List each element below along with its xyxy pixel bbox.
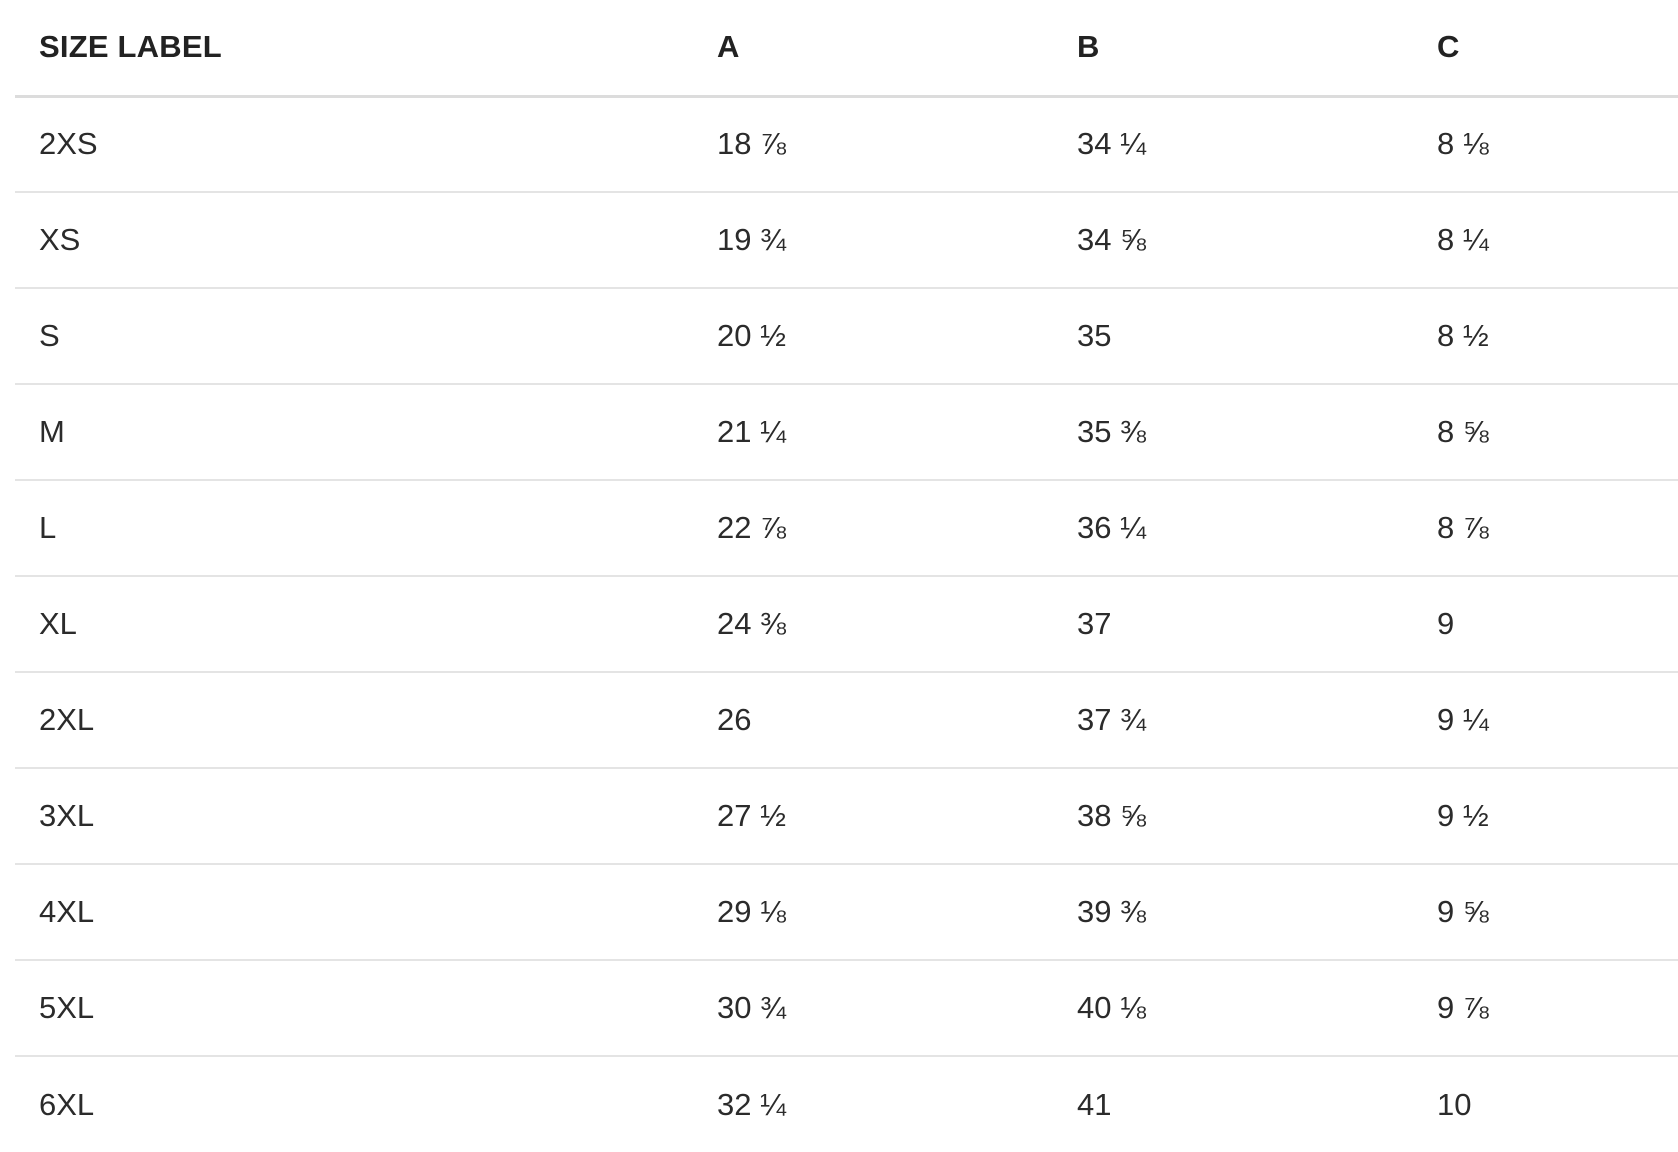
cell-b: 34 ¼ xyxy=(1053,96,1413,193)
cell-size-label: 3XL xyxy=(15,768,693,865)
cell-a: 18 ⅞ xyxy=(693,96,1053,193)
cell-b: 35 ⅜ xyxy=(1053,384,1413,481)
size-chart-table: SIZE LABEL A B C 2XS 18 ⅞ 34 ¼ 8 ⅛ XS 19… xyxy=(15,0,1678,1152)
table-row: 2XS 18 ⅞ 34 ¼ 8 ⅛ xyxy=(15,96,1678,193)
cell-b: 40 ⅛ xyxy=(1053,960,1413,1057)
header-c: C xyxy=(1413,0,1678,98)
cell-size-label: 6XL xyxy=(39,1086,95,1122)
cell-c: 8 ⅞ xyxy=(1413,480,1678,577)
cell-a: 20 ½ xyxy=(693,288,1053,385)
cell-b: 39 ⅜ xyxy=(1053,864,1413,961)
cell-b: 34 ⅝ xyxy=(1053,192,1413,289)
cell-c: 10 xyxy=(1437,1086,1472,1122)
cell-b: 35 xyxy=(1053,288,1413,385)
cell-a: 22 ⅞ xyxy=(693,480,1053,577)
cell-c: 8 ⅝ xyxy=(1413,384,1678,481)
header-b: B xyxy=(1053,0,1413,98)
cell-c: 9 ⅞ xyxy=(1413,960,1678,1057)
cell-a: 24 ⅜ xyxy=(693,576,1053,673)
cell-b: 37 xyxy=(1053,576,1413,673)
cell-b: 38 ⅝ xyxy=(1053,768,1413,865)
cell-a: 21 ¼ xyxy=(693,384,1053,481)
cell-c: 8 ½ xyxy=(1413,288,1678,385)
table-row: S 20 ½ 35 8 ½ xyxy=(15,288,1678,385)
cell-c: 9 ¼ xyxy=(1413,672,1678,769)
cell-size-label: S xyxy=(15,288,693,385)
cell-a: 30 ¾ xyxy=(693,960,1053,1057)
cell-c: 9 xyxy=(1413,576,1678,673)
cell-size-label: 2XL xyxy=(15,672,693,769)
cell-size-label: XL xyxy=(15,576,693,673)
cell-b: 37 ¾ xyxy=(1053,672,1413,769)
table-row: 4XL 29 ⅛ 39 ⅜ 9 ⅝ xyxy=(15,864,1678,961)
cell-a: 26 xyxy=(693,672,1053,769)
cell-a: 32 ¼ xyxy=(717,1086,786,1122)
cell-size-label: M xyxy=(15,384,693,481)
cell-size-label: 5XL xyxy=(15,960,693,1057)
cell-b: 36 ¼ xyxy=(1053,480,1413,577)
table-row: XS 19 ¾ 34 ⅝ 8 ¼ xyxy=(15,192,1678,289)
cell-size-label: L xyxy=(15,480,693,577)
header-a: A xyxy=(693,0,1053,98)
table-row: XL 24 ⅜ 37 9 xyxy=(15,576,1678,673)
cell-size-label: 2XS xyxy=(15,96,693,193)
cell-size-label: 4XL xyxy=(15,864,693,961)
table-row: M 21 ¼ 35 ⅜ 8 ⅝ xyxy=(15,384,1678,481)
cell-a: 29 ⅛ xyxy=(693,864,1053,961)
table-row: 3XL 27 ½ 38 ⅝ 9 ½ xyxy=(15,768,1678,865)
cell-a: 27 ½ xyxy=(693,768,1053,865)
cell-a: 19 ¾ xyxy=(693,192,1053,289)
table-row: L 22 ⅞ 36 ¼ 8 ⅞ xyxy=(15,480,1678,577)
cell-c: 9 ½ xyxy=(1413,768,1678,865)
cell-c: 8 ¼ xyxy=(1413,192,1678,289)
cell-b: 41 xyxy=(1077,1086,1112,1122)
table-row: 5XL 30 ¾ 40 ⅛ 9 ⅞ xyxy=(15,960,1678,1057)
header-size-label: SIZE LABEL xyxy=(15,0,693,98)
cell-c: 9 ⅝ xyxy=(1413,864,1678,961)
table-row: 6XL 32 ¼ 41 10 xyxy=(15,1056,1678,1152)
cell-size-label: XS xyxy=(15,192,693,289)
table-row: 2XL 26 37 ¾ 9 ¼ xyxy=(15,672,1678,769)
cell-c: 8 ⅛ xyxy=(1413,96,1678,193)
table-header-row: SIZE LABEL A B C xyxy=(15,0,1678,98)
